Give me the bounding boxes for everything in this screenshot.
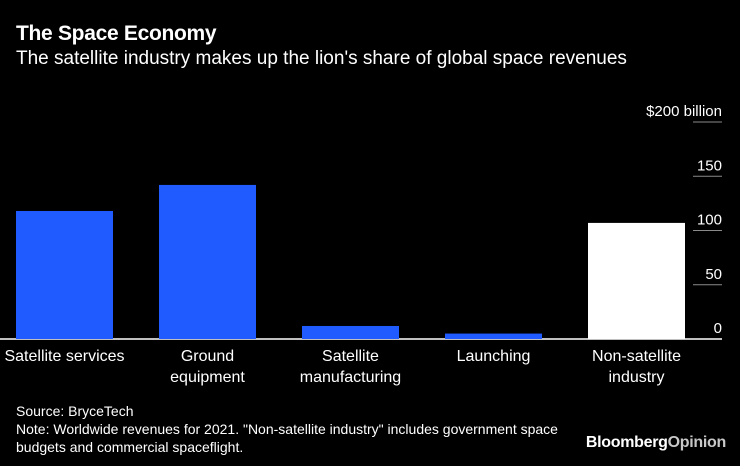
bar bbox=[588, 222, 685, 339]
x-tick-label: Ground bbox=[181, 348, 234, 365]
chart-title: The Space Economy bbox=[16, 22, 217, 45]
x-tick-label: Launching bbox=[457, 348, 531, 365]
bar bbox=[159, 184, 256, 339]
x-tick-label: equipment bbox=[170, 369, 245, 386]
brand-name: Bloomberg bbox=[585, 434, 668, 451]
y-tick-label: 100 bbox=[697, 212, 722, 229]
chart-footer: Source: BryceTech Note: Worldwide revenu… bbox=[16, 402, 596, 456]
y-tick-label: $200 billion bbox=[646, 103, 722, 120]
bar-chart: 0 50 100 150 $200 billion Satellite services G… bbox=[0, 103, 722, 386]
bar bbox=[445, 333, 542, 339]
y-tick-label: 150 bbox=[697, 157, 722, 174]
x-tick-label: Satellite services bbox=[4, 348, 124, 365]
brand-logo: BloombergOpinion bbox=[586, 434, 726, 452]
x-tick-label: Non-satellite bbox=[592, 348, 681, 365]
y-tick-label: 50 bbox=[705, 266, 722, 283]
x-tick-label: Satellite bbox=[322, 348, 379, 365]
y-tick-label: 0 bbox=[714, 320, 722, 337]
data-note: Note: Worldwide revenues for 2021. "Non-… bbox=[16, 421, 558, 455]
chart-subtitle: The satellite industry makes up the lion… bbox=[16, 48, 627, 69]
bar bbox=[16, 210, 113, 339]
x-tick-label: industry bbox=[608, 369, 664, 386]
brand-section: Opinion bbox=[667, 434, 727, 451]
bar bbox=[302, 325, 399, 339]
x-tick-label: manufacturing bbox=[300, 369, 401, 386]
source-note: Source: BryceTech bbox=[16, 403, 134, 419]
